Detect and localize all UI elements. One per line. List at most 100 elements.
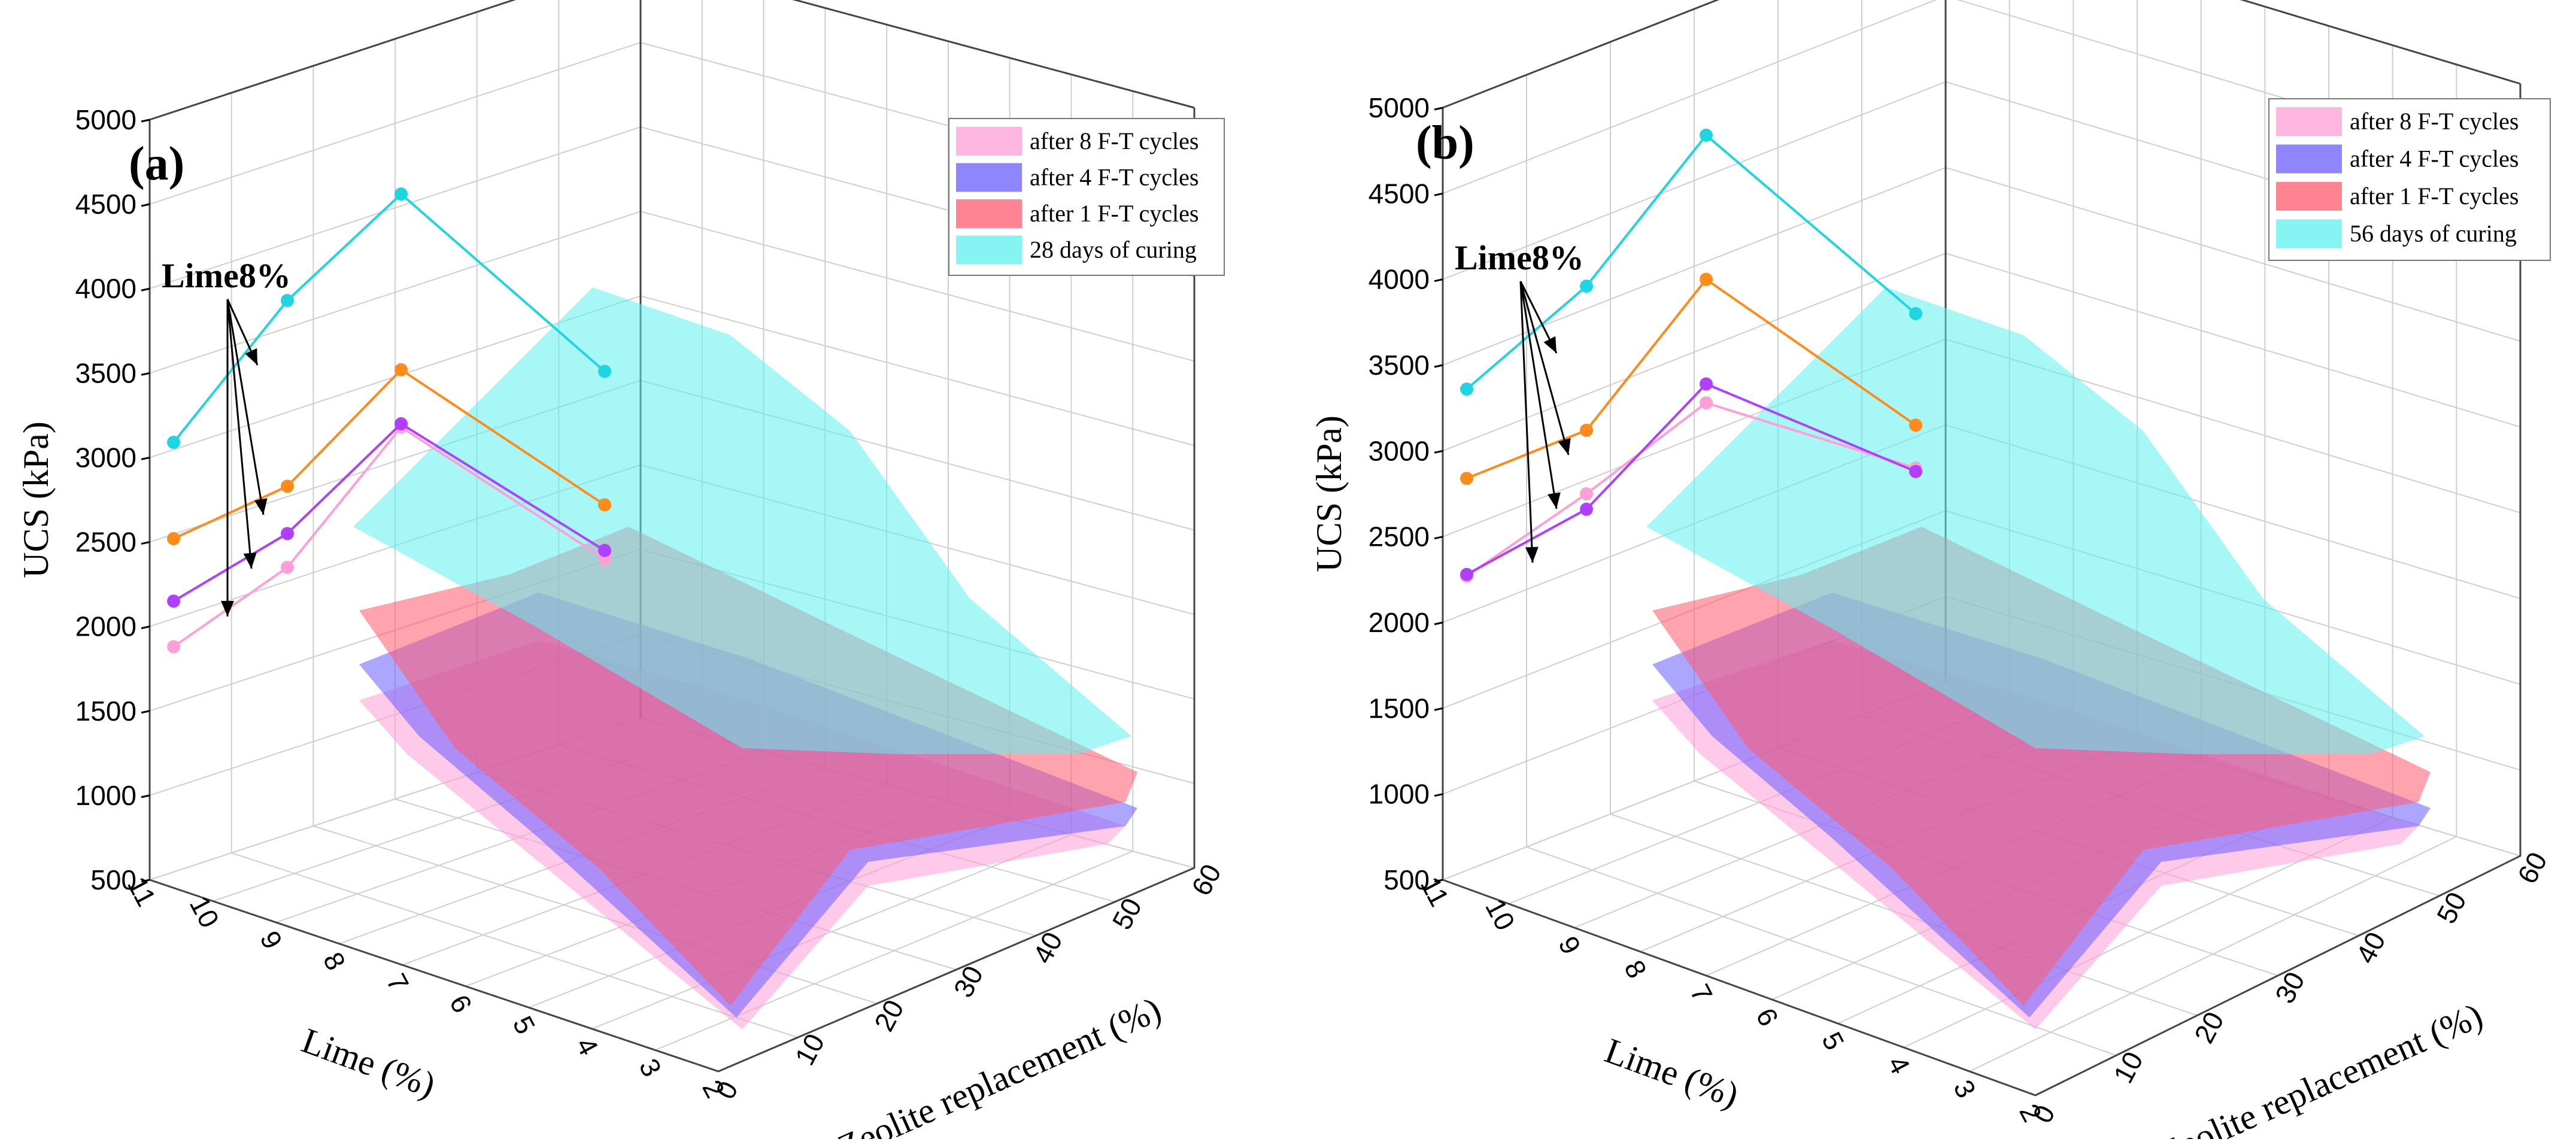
annotation-arrow-line [226, 299, 265, 515]
x-axis-label: Lime (%) [1600, 1031, 1744, 1115]
legend-swatch [956, 127, 1022, 156]
z-tick-label: 1000 [75, 780, 136, 811]
lime8-point [1580, 280, 1593, 293]
legend-swatch [2276, 107, 2342, 136]
surface-cyan [1646, 287, 2425, 754]
x-tick-label: 3 [633, 1053, 668, 1082]
lime8-point [167, 640, 180, 654]
y-tick-label: 10 [788, 1028, 830, 1070]
lime8-point [1580, 423, 1593, 437]
z-tick-mark [1434, 536, 1443, 540]
z-tick-label: 500 [1383, 864, 1430, 895]
z-tick-mark [1434, 621, 1443, 625]
legend-label: after 8 F-T cycles [1030, 127, 1199, 154]
y-tick-label: 40 [2350, 927, 2392, 968]
lime8-point [281, 293, 294, 307]
y-floor-gridline [1526, 846, 2117, 1056]
lime8-point [395, 187, 408, 201]
lime8-point [395, 417, 408, 430]
z-tick-mark [141, 456, 150, 460]
z-tick-label: 3500 [1369, 350, 1430, 381]
surface-red [1652, 527, 2431, 1006]
y-tick-label: 30 [947, 961, 989, 1003]
z-tick-mark [141, 203, 150, 207]
lime8-point [1460, 567, 1473, 581]
lime8-point [1909, 418, 1922, 432]
x-tick-label: 8 [1618, 955, 1653, 983]
z-tick-label: 2000 [1369, 607, 1430, 638]
surface-red [359, 527, 1137, 1006]
legend-label: after 4 F-T cycles [2350, 145, 2519, 172]
z-tick-label: 4500 [75, 189, 136, 220]
lime8-point [598, 365, 611, 378]
y-tick-label: 20 [2188, 1007, 2230, 1049]
z-tick-label: 5000 [75, 104, 136, 135]
z-axis-label: UCS (kPa) [1309, 415, 1349, 572]
legend-swatch [956, 199, 1022, 228]
lime8-series-line [172, 192, 606, 444]
lime8-series-line [1466, 382, 1916, 576]
lime8-annotation: Lime8% [162, 256, 291, 295]
x-tick-label: 5 [1816, 1027, 1850, 1055]
annotation-arrow-line [1519, 281, 1534, 563]
z-tick-mark [141, 794, 150, 798]
z-tick-label: 4000 [75, 273, 136, 304]
lime8-annotation: Lime8% [1455, 238, 1584, 277]
lime8-point [1700, 396, 1713, 410]
z-tick-mark [1434, 364, 1443, 368]
x-axis-label: Lime (%) [297, 1020, 441, 1105]
z-tick-mark [141, 710, 150, 714]
z-tick-label: 3500 [75, 357, 136, 388]
legend-label: after 1 F-T cycles [1030, 200, 1199, 227]
z-tick-mark [141, 541, 150, 545]
annotation-arrow-line [1519, 281, 1570, 455]
lime8-point [281, 560, 294, 574]
lime8-point [1460, 472, 1473, 485]
legend-swatch [2276, 182, 2342, 211]
lime8-series-line [1466, 133, 1917, 390]
z-tick-mark [1434, 793, 1443, 797]
lime8-point [598, 543, 611, 557]
lime8-point [167, 436, 180, 449]
z-tick-label: 2000 [75, 611, 136, 642]
x-tick-label: 10 [1479, 894, 1521, 936]
legend-swatch [956, 235, 1022, 265]
y-floor-gridline [231, 852, 798, 1038]
z-tick-mark [1434, 879, 1443, 883]
lime8-point [1909, 307, 1922, 320]
lime8-point [1700, 128, 1713, 142]
lime8-point [167, 594, 180, 608]
annotation-arrowhead [221, 601, 234, 616]
lime8-series-line [172, 422, 606, 603]
panel-b: 500 1000 1500 2000 2500 3000 3500 4000 4500 5000 1… [1309, 0, 2553, 1142]
x-tick-label: 3 [1947, 1075, 1982, 1103]
y-tick-label: 20 [868, 995, 910, 1037]
lime8-point [167, 531, 180, 545]
lime8-series-line [1466, 401, 1916, 578]
z-tick-mark [141, 287, 150, 291]
annotation-arrowhead [254, 498, 268, 515]
annotation-arrowhead [1558, 438, 1571, 455]
panel-label: (a) [129, 138, 184, 190]
z-tick-label: 1000 [1369, 779, 1430, 810]
x-tick-label: 4 [1882, 1051, 1916, 1079]
y-tick-label: 50 [1106, 893, 1148, 935]
legend-swatch [956, 163, 1022, 192]
legend-label: 56 days of curing [2350, 220, 2517, 247]
lime8-point [1700, 272, 1713, 286]
annotation-arrowhead [243, 552, 257, 569]
lime8-point [1580, 487, 1593, 500]
y-tick-label: 10 [2107, 1046, 2149, 1088]
y-tick-label: 50 [2431, 887, 2472, 929]
z-tick-label: 1500 [1369, 693, 1430, 724]
y-tick-label: 40 [1027, 927, 1069, 968]
x-tick-label: 7 [1684, 979, 1719, 1007]
z-tick-mark [141, 879, 150, 883]
z-tick-mark [141, 372, 150, 376]
x-tick-label: 10 [184, 891, 226, 933]
x-tick-label: 8 [317, 947, 352, 975]
legend-label: after 8 F-T cycles [2350, 108, 2519, 135]
z-tick-label: 5000 [1369, 92, 1430, 123]
